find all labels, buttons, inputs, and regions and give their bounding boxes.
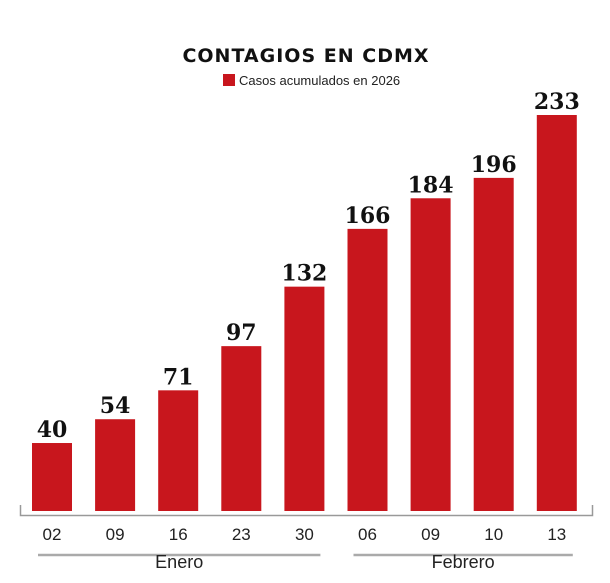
x-tick-label: 10 [484,525,503,544]
data-label: 132 [281,261,327,287]
bar [32,443,72,511]
month-label: Febrero [432,552,495,572]
bar [347,228,388,511]
data-label: 71 [163,364,194,390]
bar [95,419,136,511]
legend: Casos acumulados en 2026 [223,73,400,88]
x-axis-line [19,505,594,517]
data-label: 40 [37,417,68,443]
x-tick-label: 06 [358,525,377,544]
x-tick-label: 23 [232,525,251,544]
bar [158,390,199,511]
data-label: 184 [408,172,454,198]
month-label: Enero [155,552,203,572]
data-label: 166 [345,203,391,229]
data-label: 196 [471,152,517,178]
x-tick-label: 30 [295,525,314,544]
x-tick-label: 09 [106,525,125,544]
bar [473,177,514,511]
bar [410,198,451,511]
bar [536,115,577,511]
chart-title: CONTAGIOS EN CDMX [182,45,429,67]
x-tick-label: 16 [169,525,188,544]
data-label: 233 [534,89,580,115]
legend-label: Casos acumulados en 2026 [239,73,400,88]
x-tick-label: 13 [547,525,566,544]
data-label: 54 [100,393,131,419]
bar [284,286,325,511]
data-label: 97 [226,320,257,346]
legend-swatch [223,74,235,86]
x-tick-label: 09 [421,525,440,544]
x-tick-label: 02 [43,525,62,544]
bar [221,346,262,511]
